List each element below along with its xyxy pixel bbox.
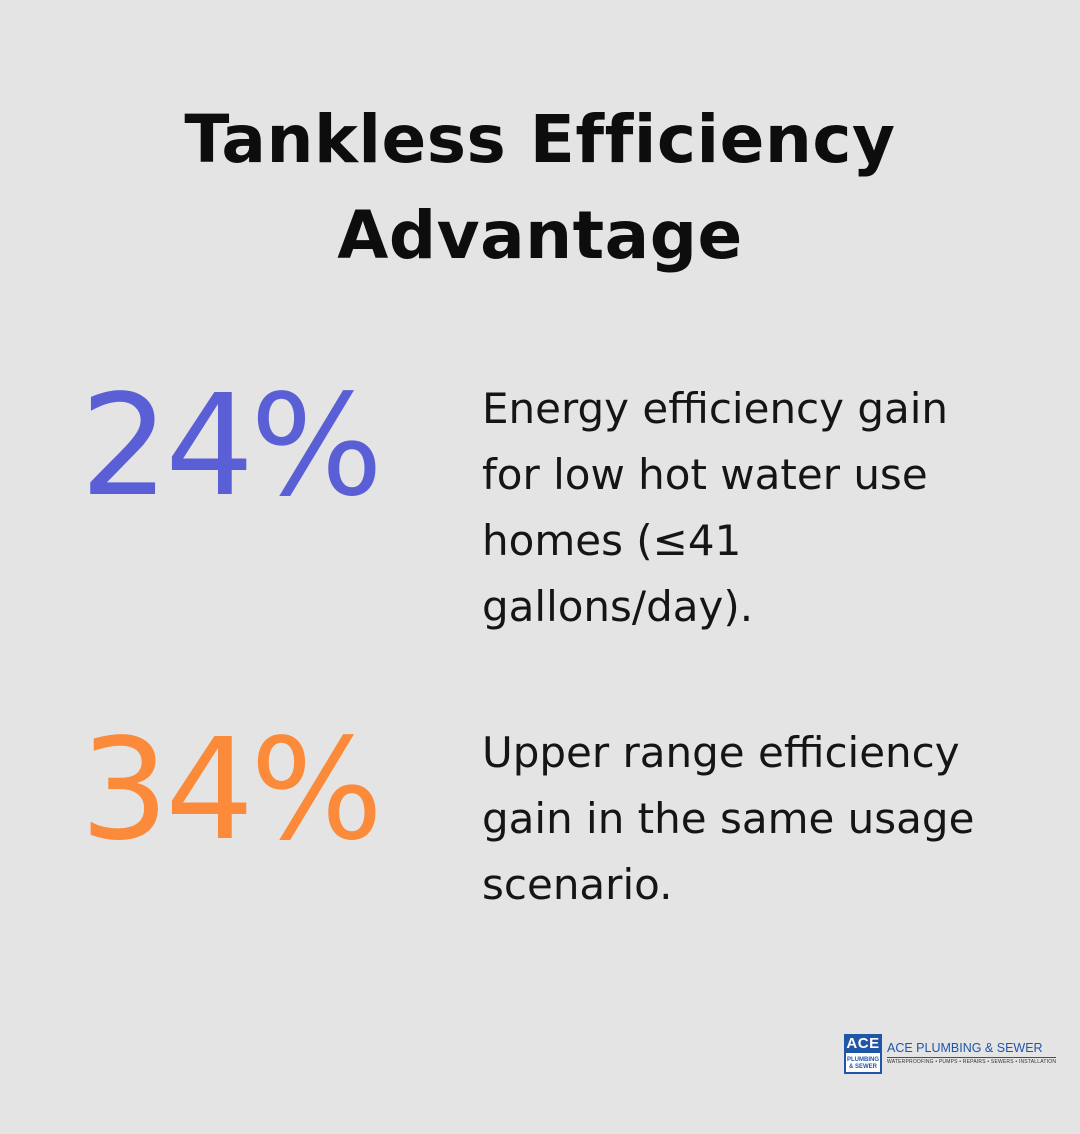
- stat-value: 34%: [80, 709, 383, 872]
- logo-tagline: WATERPROOFING • PUMPS • REPAIRS • SEWERS…: [887, 1059, 1057, 1065]
- page-title: Tankless Efficiency Advantage: [184, 101, 896, 274]
- logo-mark-subtext: PLUMBING & SEWER: [845, 1052, 881, 1073]
- stat-value: 24%: [80, 365, 383, 528]
- logo-company-name: ACE PLUMBING & SEWER: [887, 1034, 1057, 1058]
- stat-description: Energy efficiency gain for low hot water…: [482, 384, 949, 631]
- stat-description: Upper range efficiency gain in the same …: [482, 728, 975, 909]
- company-logo: ACE PLUMBING & SEWER ACE PLUMBING & SEWE…: [844, 1034, 1057, 1074]
- logo-mark-subtext-line: PLUMBING: [847, 1057, 879, 1063]
- logo-mark-subtext-line: & SEWER: [848, 1064, 877, 1070]
- logo-mark: ACE PLUMBING & SEWER: [844, 1034, 882, 1074]
- logo-text: ACE PLUMBING & SEWER WATERPROOFING • PUM…: [887, 1034, 1057, 1067]
- logo-mark-text: ACE: [846, 1035, 880, 1052]
